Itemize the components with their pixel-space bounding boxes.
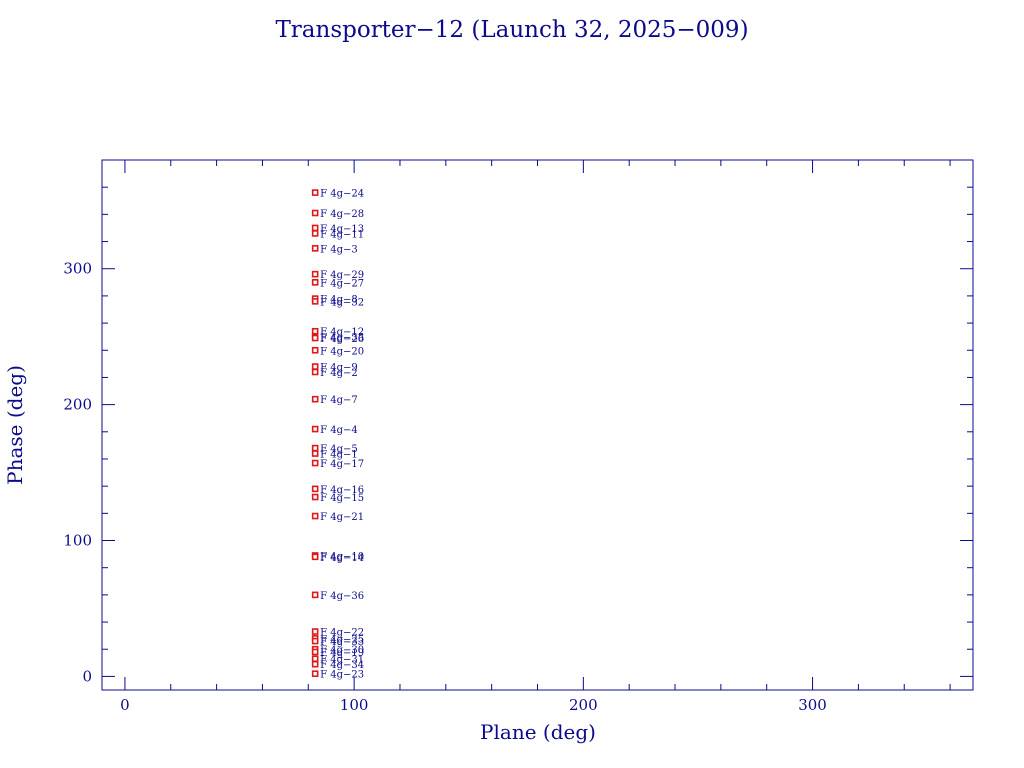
data-point bbox=[311, 485, 319, 493]
data-point bbox=[311, 637, 319, 645]
data-point bbox=[311, 346, 319, 354]
data-point-label: F 4g−21 bbox=[320, 512, 364, 523]
data-point bbox=[311, 512, 319, 520]
plot-frame bbox=[101, 159, 974, 691]
data-point-label: F 4g−28 bbox=[320, 209, 364, 220]
data-point bbox=[311, 224, 319, 232]
data-point-label: F 4g−9 bbox=[320, 363, 358, 374]
data-point-label: F 4g−27 bbox=[320, 278, 364, 289]
data-point-label: F 4g−26 bbox=[320, 334, 364, 345]
y-tick-label: 100 bbox=[63, 532, 92, 550]
x-tick-label: 100 bbox=[340, 696, 369, 714]
y-tick-label: 200 bbox=[63, 396, 92, 414]
data-point bbox=[311, 279, 319, 286]
data-point bbox=[311, 425, 319, 433]
data-point bbox=[311, 628, 319, 635]
data-point-label: F 4g−20 bbox=[320, 346, 364, 357]
data-point bbox=[311, 670, 319, 677]
data-point bbox=[311, 591, 319, 599]
data-point bbox=[311, 334, 319, 342]
data-point bbox=[311, 660, 319, 668]
data-point-label: F 4g−17 bbox=[320, 459, 364, 470]
data-point-label: F 4g−30 bbox=[320, 645, 364, 656]
data-point-label: F 4g−34 bbox=[320, 660, 364, 671]
data-points: F 4g−24 F 4g−28 F 4g−13F 4g−11 F 4g−3 F 4g−2… bbox=[311, 189, 364, 681]
data-point bbox=[311, 368, 319, 376]
data-point bbox=[311, 298, 319, 305]
data-point-label: F 4g−23 bbox=[320, 670, 364, 681]
data-point bbox=[311, 493, 319, 501]
data-point-label: F 4g−14 bbox=[320, 553, 364, 564]
x-axis-label: Plane (deg) bbox=[480, 720, 596, 744]
data-point bbox=[311, 245, 319, 252]
data-point-label: F 4g−25 bbox=[320, 634, 364, 645]
axis-ticks bbox=[102, 159, 973, 690]
x-tick-label: 300 bbox=[798, 696, 827, 714]
x-tick-label: 0 bbox=[120, 696, 130, 714]
data-point-label: F 4g−19 bbox=[320, 648, 364, 659]
data-point bbox=[311, 189, 319, 196]
data-point bbox=[311, 327, 319, 335]
data-point-label: F 4g−7 bbox=[320, 395, 358, 406]
data-point-label: F 4g−22 bbox=[320, 628, 364, 639]
data-point bbox=[311, 553, 319, 561]
data-point bbox=[311, 648, 319, 656]
data-point-label: F 4g−4 bbox=[320, 425, 358, 436]
data-point-label: F 4g−31 bbox=[320, 655, 364, 666]
data-point-label: F 4g−8 bbox=[320, 295, 358, 306]
data-point-label: F 4g−11 bbox=[320, 229, 364, 240]
data-point-label: F 4g−35 bbox=[320, 333, 364, 344]
x-tick-label: 200 bbox=[569, 696, 598, 714]
data-point bbox=[311, 209, 319, 217]
data-point-label: F 4g−13 bbox=[320, 224, 364, 235]
data-point bbox=[311, 655, 319, 663]
data-point-label: F 4g−2 bbox=[320, 368, 358, 379]
data-point bbox=[311, 444, 319, 452]
data-point-label: F 4g−1 bbox=[320, 450, 358, 461]
data-point bbox=[311, 363, 319, 370]
data-point-label: F 4g−5 bbox=[320, 444, 358, 455]
data-point-label: F 4g−33 bbox=[320, 637, 364, 648]
chart-title: Transporter−12 (Launch 32, 2025−009) bbox=[275, 17, 748, 43]
data-point-label: F 4g−3 bbox=[320, 244, 358, 255]
data-point-label: F 4g−36 bbox=[320, 591, 364, 602]
data-point bbox=[311, 395, 319, 403]
data-point-label: F 4g−16 bbox=[320, 485, 364, 496]
data-point-label: F 4g−12 bbox=[320, 327, 364, 338]
data-point-label: F 4g−15 bbox=[320, 493, 364, 504]
data-point bbox=[311, 459, 319, 467]
data-point-label: F 4g−29 bbox=[320, 270, 364, 281]
data-point-label: F 4g−24 bbox=[320, 189, 364, 200]
data-point bbox=[311, 270, 319, 278]
y-tick-label: 300 bbox=[63, 260, 92, 278]
data-point-label: F 4g−32 bbox=[320, 297, 364, 308]
data-point bbox=[311, 230, 319, 237]
y-tick-label: 0 bbox=[82, 667, 92, 685]
data-point-label: F 4g−10 bbox=[320, 551, 364, 562]
y-axis-label: Phase (deg) bbox=[3, 365, 27, 485]
data-point bbox=[311, 450, 319, 457]
tick-labels: 0 100 200 300 0 100 200 300 bbox=[63, 260, 827, 714]
